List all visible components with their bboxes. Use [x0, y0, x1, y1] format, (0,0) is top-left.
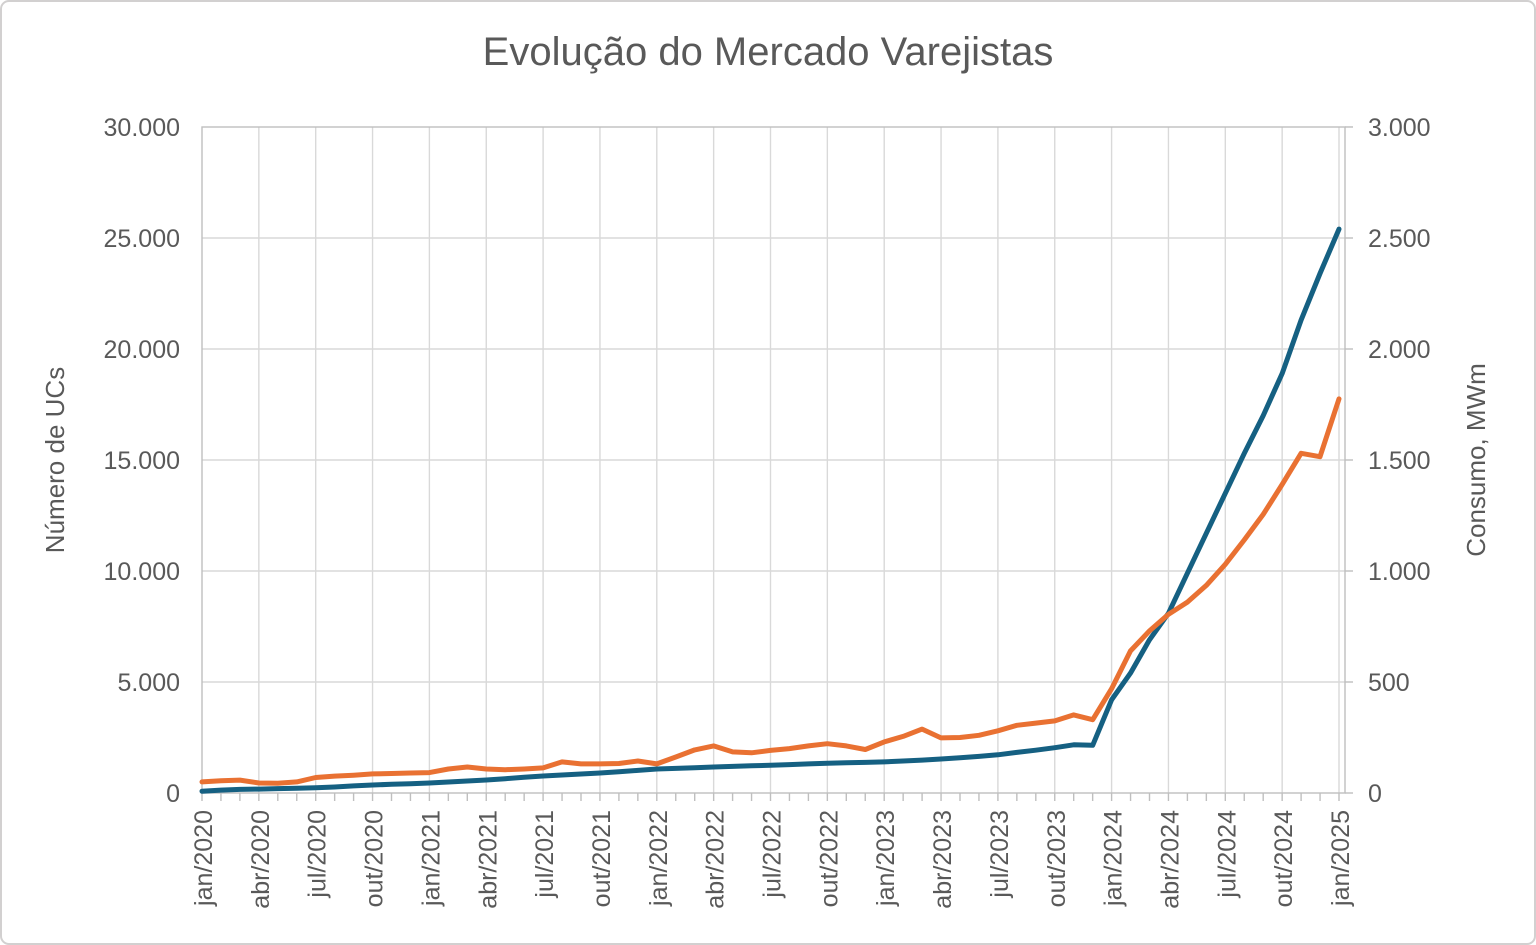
- x-axis-tick-label: out/2022: [815, 810, 843, 907]
- right-axis-tick-label: 500: [1368, 669, 1410, 697]
- left-axis-tick-label: 5.000: [117, 669, 180, 697]
- x-axis-tick-label: abr/2021: [474, 810, 502, 909]
- x-axis-tick-label: abr/2023: [929, 810, 957, 909]
- x-axis-tick-label: jan/2023: [872, 810, 900, 907]
- right-axis-tick-label: 0: [1368, 780, 1382, 808]
- x-axis-tick-label: jul/2020: [304, 810, 332, 899]
- x-axis-tick-label: jan/2025: [1327, 810, 1355, 907]
- chart-title: Evolução do Mercado Varejistas: [482, 30, 1054, 74]
- right-axis-title: Consumo, MWm: [1461, 363, 1491, 557]
- right-axis-tick-label: 1.000: [1368, 558, 1431, 586]
- left-axis-tick-label: 0: [166, 780, 180, 808]
- x-axis-tick-label: abr/2020: [247, 810, 275, 909]
- x-axis-tick-label: out/2021: [588, 810, 616, 907]
- x-axis-tick-label: out/2024: [1270, 810, 1298, 907]
- x-axis-tick-label: jul/2022: [759, 810, 787, 899]
- x-axis-tick-label: out/2020: [361, 810, 389, 907]
- x-axis-tick-label: jan/2024: [1100, 810, 1128, 907]
- x-axis-tick-label: jul/2021: [531, 810, 559, 899]
- left-axis-tick-label: 15.000: [104, 447, 180, 475]
- x-axis-tick-label: abr/2022: [702, 810, 730, 909]
- right-axis-tick-label: 2.000: [1368, 336, 1431, 364]
- x-axis-tick-label: jul/2023: [986, 810, 1014, 899]
- left-axis-tick-label: 20.000: [104, 336, 180, 364]
- right-axis-tick-label: 3.000: [1368, 114, 1431, 142]
- left-axis-tick-label: 25.000: [104, 225, 180, 253]
- x-axis-tick-label: jan/2020: [190, 810, 218, 907]
- left-axis-title: Número de UCs: [40, 367, 70, 553]
- ucs-series-line: [199, 226, 1342, 794]
- plot-border: [201, 126, 1346, 794]
- x-axis-tick-label: jan/2022: [645, 810, 673, 907]
- right-axis-tick-label: 2.500: [1368, 225, 1431, 253]
- x-axis-tick-label: abr/2024: [1156, 810, 1184, 909]
- x-axis-tick-label: jan/2021: [417, 810, 445, 907]
- x-axis-tick-label: jul/2024: [1213, 810, 1241, 899]
- x-axis-tick-label: out/2023: [1043, 810, 1071, 907]
- right-axis-tick-label: 1.500: [1368, 447, 1431, 475]
- consumo-series-line: [199, 396, 1342, 786]
- left-axis-tick-label: 30.000: [104, 114, 180, 142]
- left-axis-tick-label: 10.000: [104, 558, 180, 586]
